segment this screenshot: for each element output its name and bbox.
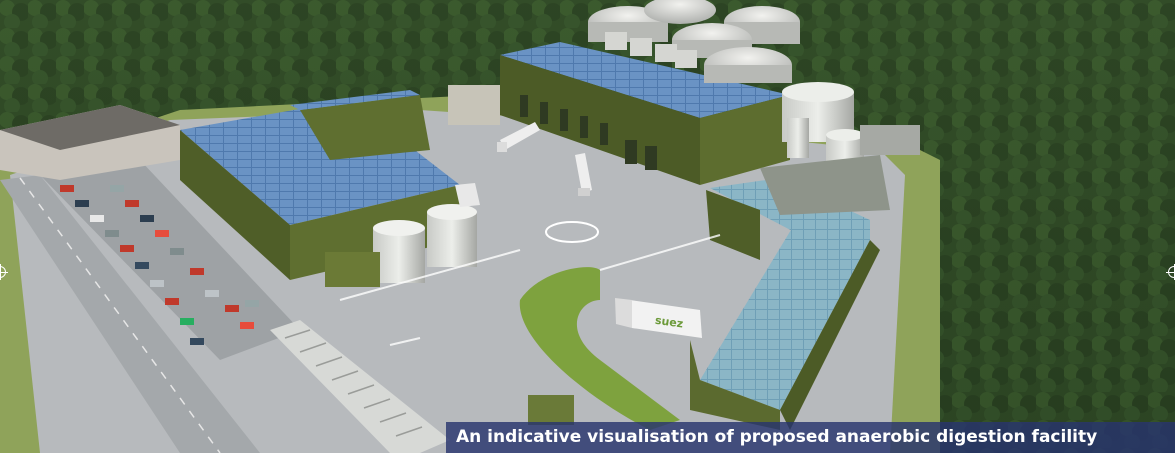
grass-island (519, 267, 680, 430)
storage-tanks-left (325, 204, 477, 287)
truck-left (455, 183, 480, 207)
bike-shelters (270, 320, 450, 453)
image-caption: An indicative visualisation of proposed … (446, 422, 1175, 453)
digester-building (448, 42, 790, 185)
registration-mark-right (1166, 264, 1175, 280)
digester-domes (588, 0, 800, 83)
truck-front: suez (615, 298, 702, 338)
truck-middle (575, 153, 592, 196)
gatehouse (528, 395, 574, 425)
turning-circle-marking (545, 221, 599, 243)
parked-cars (60, 185, 259, 345)
access-road (0, 175, 260, 453)
truck-logo: suez (654, 314, 684, 331)
storage-tanks-right (782, 82, 920, 175)
truck-back (497, 122, 540, 152)
processing-building (690, 155, 890, 430)
